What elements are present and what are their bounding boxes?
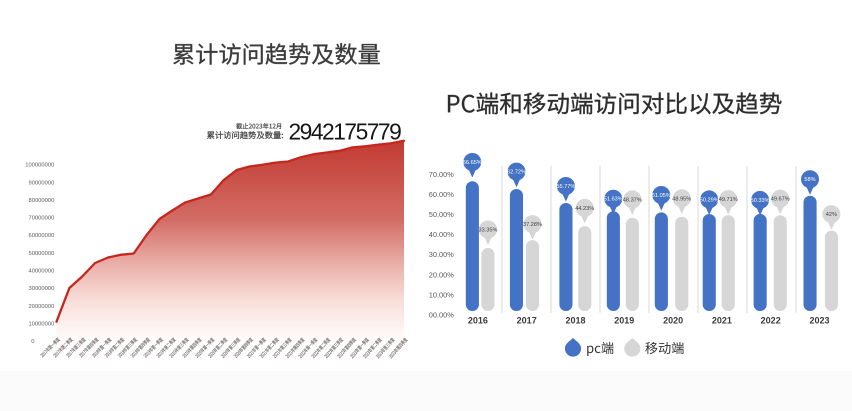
svg-text:51.63%: 51.63% <box>604 197 623 203</box>
svg-text:51.05%: 51.05% <box>652 193 671 199</box>
svg-text:42%: 42% <box>826 212 837 218</box>
svg-text:10.00%: 10.00% <box>429 290 454 299</box>
svg-text:90000000: 90000000 <box>29 180 55 186</box>
svg-text:30.00%: 30.00% <box>429 250 454 259</box>
svg-text:50.29%: 50.29% <box>700 197 719 203</box>
svg-text:2016: 2016 <box>468 315 488 325</box>
svg-text:00.00%: 00.00% <box>429 310 454 319</box>
svg-text:40000000: 40000000 <box>29 269 55 275</box>
svg-text:100000000: 100000000 <box>25 163 54 169</box>
svg-text:2018: 2018 <box>565 315 585 325</box>
svg-text:37.28%: 37.28% <box>523 222 542 228</box>
svg-text:33.35%: 33.35% <box>479 227 498 233</box>
svg-text:2023: 2023 <box>809 315 829 325</box>
svg-text:2019: 2019 <box>614 315 634 325</box>
svg-text:49.71%: 49.71% <box>719 197 738 203</box>
svg-text:40.00%: 40.00% <box>429 230 454 239</box>
svg-text:30000000: 30000000 <box>29 286 55 292</box>
svg-text:50.33%: 50.33% <box>751 198 770 204</box>
svg-text:70000000: 70000000 <box>29 216 55 222</box>
svg-text:0: 0 <box>31 339 34 345</box>
svg-text:20000000: 20000000 <box>29 304 55 310</box>
svg-text:80000000: 80000000 <box>29 198 55 204</box>
svg-text:2017: 2017 <box>517 315 537 325</box>
svg-text:60.00%: 60.00% <box>429 190 454 199</box>
svg-text:70.00%: 70.00% <box>429 170 454 179</box>
svg-text:66.65%: 66.65% <box>463 160 482 166</box>
svg-text:2022: 2022 <box>761 315 781 325</box>
svg-text:50000000: 50000000 <box>29 251 55 257</box>
svg-text:2942175779: 2942175779 <box>289 119 402 145</box>
svg-text:60000000: 60000000 <box>29 233 55 239</box>
svg-text:62.72%: 62.72% <box>507 170 526 176</box>
svg-text:48.95%: 48.95% <box>672 196 691 202</box>
svg-text:48.37%: 48.37% <box>623 197 642 203</box>
svg-text:44.23%: 44.23% <box>575 206 594 212</box>
svg-text:50.00%: 50.00% <box>429 210 454 219</box>
svg-text:2020: 2020 <box>663 315 683 325</box>
svg-text:58%: 58% <box>804 177 815 183</box>
svg-text:20.00%: 20.00% <box>429 270 454 279</box>
svg-text:10000000: 10000000 <box>29 322 55 328</box>
svg-text:2021: 2021 <box>712 315 732 325</box>
svg-text:49.67%: 49.67% <box>771 197 790 203</box>
svg-text:55.77%: 55.77% <box>556 184 575 190</box>
